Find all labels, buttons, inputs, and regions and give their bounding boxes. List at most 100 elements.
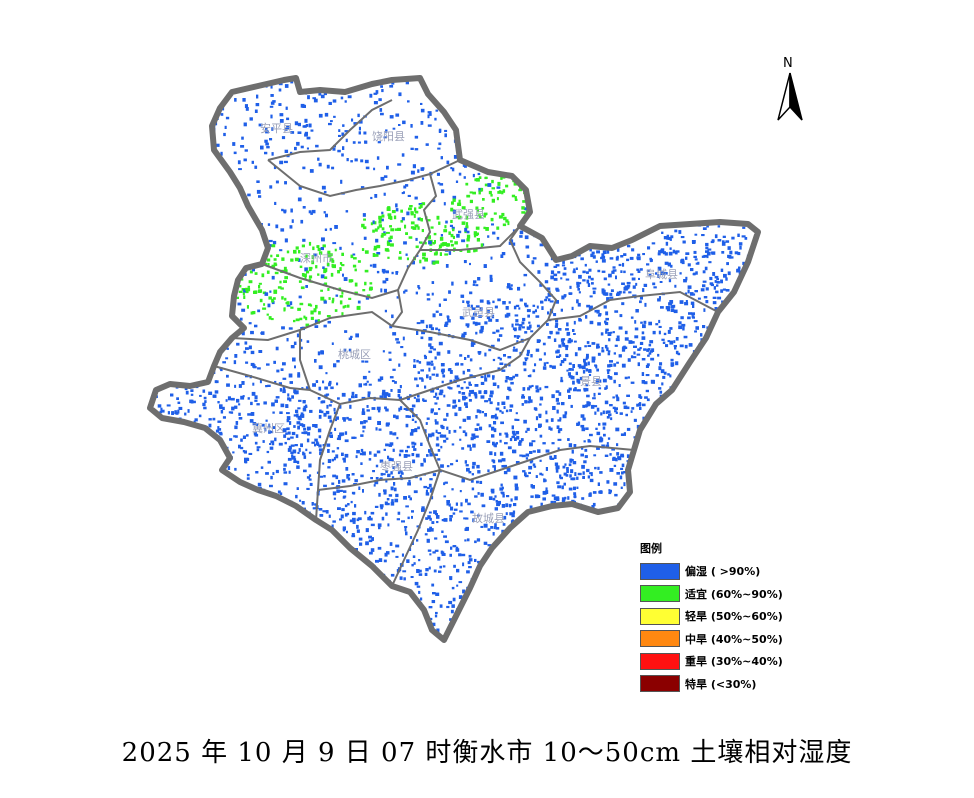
moisture-pixel bbox=[303, 125, 307, 128]
moisture-pixel bbox=[726, 176, 731, 180]
moisture-pixel bbox=[581, 243, 584, 246]
moisture-pixel bbox=[224, 568, 227, 571]
moisture-pixel bbox=[495, 115, 498, 118]
moisture-pixel bbox=[608, 238, 612, 242]
moisture-pixel bbox=[339, 613, 343, 616]
moisture-pixel bbox=[416, 585, 421, 588]
moisture-pixel bbox=[677, 439, 680, 442]
moisture-pixel bbox=[613, 464, 617, 467]
moisture-pixel bbox=[610, 417, 613, 421]
moisture-pixel bbox=[347, 95, 352, 99]
moisture-pixel bbox=[491, 198, 495, 203]
moisture-pixel bbox=[305, 316, 308, 321]
moisture-pixel bbox=[278, 103, 282, 106]
moisture-pixel bbox=[268, 602, 271, 606]
moisture-pixel bbox=[172, 559, 175, 562]
moisture-pixel bbox=[590, 134, 594, 138]
moisture-pixel bbox=[621, 363, 626, 368]
moisture-pixel bbox=[525, 576, 529, 579]
moisture-pixel bbox=[615, 394, 618, 398]
moisture-pixel bbox=[701, 388, 705, 391]
moisture-pixel bbox=[715, 175, 719, 180]
moisture-pixel bbox=[461, 333, 466, 337]
moisture-pixel bbox=[298, 295, 302, 299]
moisture-pixel bbox=[655, 415, 658, 419]
moisture-pixel bbox=[626, 258, 630, 262]
moisture-pixel bbox=[354, 479, 358, 483]
moisture-pixel bbox=[555, 532, 559, 536]
moisture-pixel bbox=[605, 330, 608, 334]
moisture-pixel bbox=[269, 599, 272, 603]
moisture-pixel bbox=[588, 493, 592, 497]
moisture-pixel bbox=[189, 399, 193, 404]
moisture-pixel bbox=[447, 315, 450, 320]
moisture-pixel bbox=[178, 316, 181, 321]
moisture-pixel bbox=[166, 447, 170, 451]
moisture-pixel bbox=[150, 599, 153, 603]
moisture-pixel bbox=[208, 423, 212, 428]
moisture-pixel bbox=[246, 500, 250, 503]
moisture-pixel bbox=[544, 619, 548, 623]
moisture-pixel bbox=[593, 94, 597, 98]
moisture-pixel bbox=[553, 496, 557, 501]
moisture-pixel bbox=[507, 221, 510, 226]
moisture-pixel bbox=[317, 248, 321, 252]
moisture-pixel bbox=[203, 595, 207, 599]
moisture-pixel bbox=[545, 568, 550, 572]
moisture-pixel bbox=[573, 340, 577, 343]
moisture-pixel bbox=[545, 487, 548, 491]
moisture-pixel bbox=[730, 78, 733, 79]
moisture-pixel bbox=[492, 465, 496, 468]
moisture-pixel bbox=[578, 647, 580, 650]
moisture-pixel bbox=[460, 386, 464, 390]
moisture-pixel bbox=[159, 147, 164, 150]
moisture-pixel bbox=[224, 243, 226, 247]
moisture-pixel bbox=[259, 600, 263, 604]
moisture-pixel bbox=[412, 164, 416, 169]
moisture-pixel bbox=[658, 406, 663, 410]
moisture-pixel bbox=[224, 646, 227, 648]
moisture-pixel bbox=[217, 231, 220, 236]
moisture-pixel bbox=[704, 266, 708, 271]
moisture-pixel bbox=[343, 581, 348, 586]
moisture-pixel bbox=[264, 151, 268, 155]
moisture-pixel bbox=[580, 521, 583, 525]
moisture-pixel bbox=[368, 517, 373, 521]
moisture-pixel bbox=[207, 533, 211, 537]
moisture-pixel bbox=[146, 274, 149, 277]
moisture-pixel bbox=[164, 615, 167, 620]
moisture-pixel bbox=[314, 325, 319, 328]
moisture-pixel bbox=[224, 532, 229, 535]
moisture-pixel bbox=[737, 107, 740, 112]
moisture-pixel bbox=[277, 508, 281, 512]
moisture-pixel bbox=[386, 207, 391, 211]
moisture-pixel bbox=[659, 362, 663, 366]
moisture-pixel bbox=[176, 111, 180, 114]
moisture-pixel bbox=[150, 491, 152, 495]
moisture-pixel bbox=[632, 565, 637, 568]
moisture-pixel bbox=[466, 238, 470, 242]
moisture-pixel bbox=[461, 392, 466, 395]
moisture-pixel bbox=[180, 252, 183, 256]
moisture-pixel bbox=[592, 397, 596, 400]
moisture-pixel bbox=[274, 437, 277, 442]
moisture-pixel bbox=[356, 614, 359, 617]
moisture-pixel bbox=[248, 452, 253, 455]
moisture-pixel bbox=[549, 455, 553, 460]
moisture-pixel bbox=[701, 234, 705, 237]
moisture-pixel bbox=[320, 94, 325, 99]
moisture-pixel bbox=[376, 244, 381, 249]
moisture-pixel bbox=[336, 437, 340, 440]
moisture-pixel bbox=[559, 526, 562, 530]
moisture-pixel bbox=[573, 268, 576, 272]
moisture-pixel bbox=[477, 351, 482, 354]
moisture-pixel bbox=[316, 245, 320, 248]
moisture-pixel bbox=[280, 368, 284, 371]
moisture-pixel bbox=[523, 121, 527, 126]
moisture-pixel bbox=[423, 354, 427, 357]
moisture-pixel bbox=[327, 415, 332, 419]
moisture-pixel bbox=[607, 352, 611, 356]
moisture-pixel bbox=[511, 323, 514, 328]
moisture-pixel bbox=[752, 399, 756, 402]
moisture-pixel bbox=[710, 251, 715, 254]
